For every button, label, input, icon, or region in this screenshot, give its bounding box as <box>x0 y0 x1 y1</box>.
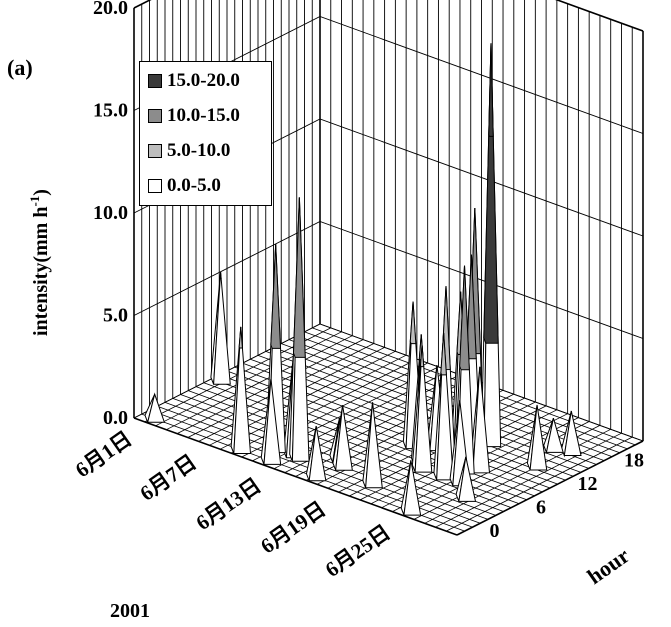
axis-edge <box>456 440 644 536</box>
peak-face <box>414 345 433 473</box>
y-axis-label-sup: -1 <box>27 196 42 207</box>
peak-face <box>545 418 564 453</box>
peak-band-top <box>488 43 494 137</box>
y-tick-label: 5.0 <box>103 305 128 327</box>
peak-face <box>308 425 327 482</box>
chart-frame <box>133 0 644 536</box>
peak-face <box>458 456 477 502</box>
peak-face <box>529 404 548 471</box>
peak-face <box>563 410 582 457</box>
peak <box>260 378 282 465</box>
peak <box>455 456 477 504</box>
peak <box>411 345 433 473</box>
peak <box>144 392 166 424</box>
chart-peaks <box>144 43 582 516</box>
panel-label: (a) <box>7 55 33 80</box>
legend-label: 10.0-15.0 <box>167 105 240 126</box>
y-tick-label: 15.0 <box>93 100 128 122</box>
value-gridline <box>133 0 644 32</box>
legend-swatch <box>148 74 162 88</box>
peak-face <box>233 326 252 454</box>
peak-band <box>419 345 425 368</box>
hour-tick-label: 6 <box>536 497 546 519</box>
legend-label: 15.0-20.0 <box>167 70 240 91</box>
floor-gridline <box>203 382 527 501</box>
date-tick-label: 6月1日 <box>71 426 136 482</box>
peak-face <box>263 378 282 465</box>
peak <box>305 425 327 482</box>
floor-gridline <box>164 401 489 520</box>
legend-item: 10.0-15.0 <box>148 105 240 127</box>
peak-face <box>436 332 454 481</box>
peak <box>480 43 502 448</box>
value-gridline <box>133 221 644 339</box>
y-axis-label-close: ) <box>30 189 52 196</box>
axis-edge <box>555 0 644 32</box>
date-tick-label: 6月25日 <box>321 520 395 582</box>
peak <box>362 402 383 489</box>
peak-face <box>147 392 166 423</box>
y-tick-label: 10.0 <box>93 202 128 224</box>
legend-item: 5.0-10.0 <box>148 140 230 162</box>
y-tick-label: 20.0 <box>93 0 128 19</box>
y-axis-label: intensity(mm h-1) <box>27 189 52 336</box>
peak <box>543 417 564 455</box>
date-tick-label: 6月13日 <box>191 473 265 535</box>
axis-edge <box>133 417 458 536</box>
peak <box>400 460 422 516</box>
legend-label: 5.0-10.0 <box>167 140 231 161</box>
peak-band <box>483 43 499 344</box>
peak-band <box>270 244 282 349</box>
peak-band <box>440 332 447 376</box>
peak-face <box>335 405 353 471</box>
peak-band <box>238 326 243 349</box>
peak <box>561 410 582 458</box>
z-axis-label: hour <box>583 543 635 590</box>
peak <box>289 197 310 462</box>
legend-item: 0.0-5.0 <box>148 175 221 197</box>
peak-band <box>409 301 417 345</box>
peak-band <box>292 197 306 358</box>
peak-band <box>459 265 470 371</box>
peak-band <box>219 272 222 279</box>
peak <box>332 405 353 471</box>
svg-text:intensity(mm h-1): intensity(mm h-1) <box>27 189 52 336</box>
legend-label: 0.0-5.0 <box>167 175 221 196</box>
legend-item: 15.0-20.0 <box>148 70 240 92</box>
y-tick-label: 0.0 <box>103 407 128 429</box>
peak-face <box>213 272 231 385</box>
hour-tick-label: 12 <box>578 473 598 495</box>
peak-face <box>365 402 383 489</box>
year-label: 2001 <box>110 600 150 622</box>
peak-face <box>403 460 422 516</box>
peak <box>526 404 548 471</box>
y-axis-label-text: intensity(mm h <box>30 207 52 336</box>
date-tick-label: 6月7日 <box>135 450 200 506</box>
legend-swatch <box>148 179 162 193</box>
legend: 15.0-20.0 10.0-15.0 5.0-10.0 0.0-5.0 <box>139 61 272 206</box>
peak <box>433 332 454 481</box>
hour-tick-label: 0 <box>490 520 500 542</box>
hour-tick-label: 18 <box>624 450 644 472</box>
legend-swatch <box>148 144 162 158</box>
peak <box>230 326 252 454</box>
date-tick-label: 6月19日 <box>256 497 330 559</box>
floor-gridline <box>234 366 558 485</box>
peak-face <box>472 366 491 474</box>
peak <box>210 272 231 385</box>
legend-swatch <box>148 109 162 123</box>
